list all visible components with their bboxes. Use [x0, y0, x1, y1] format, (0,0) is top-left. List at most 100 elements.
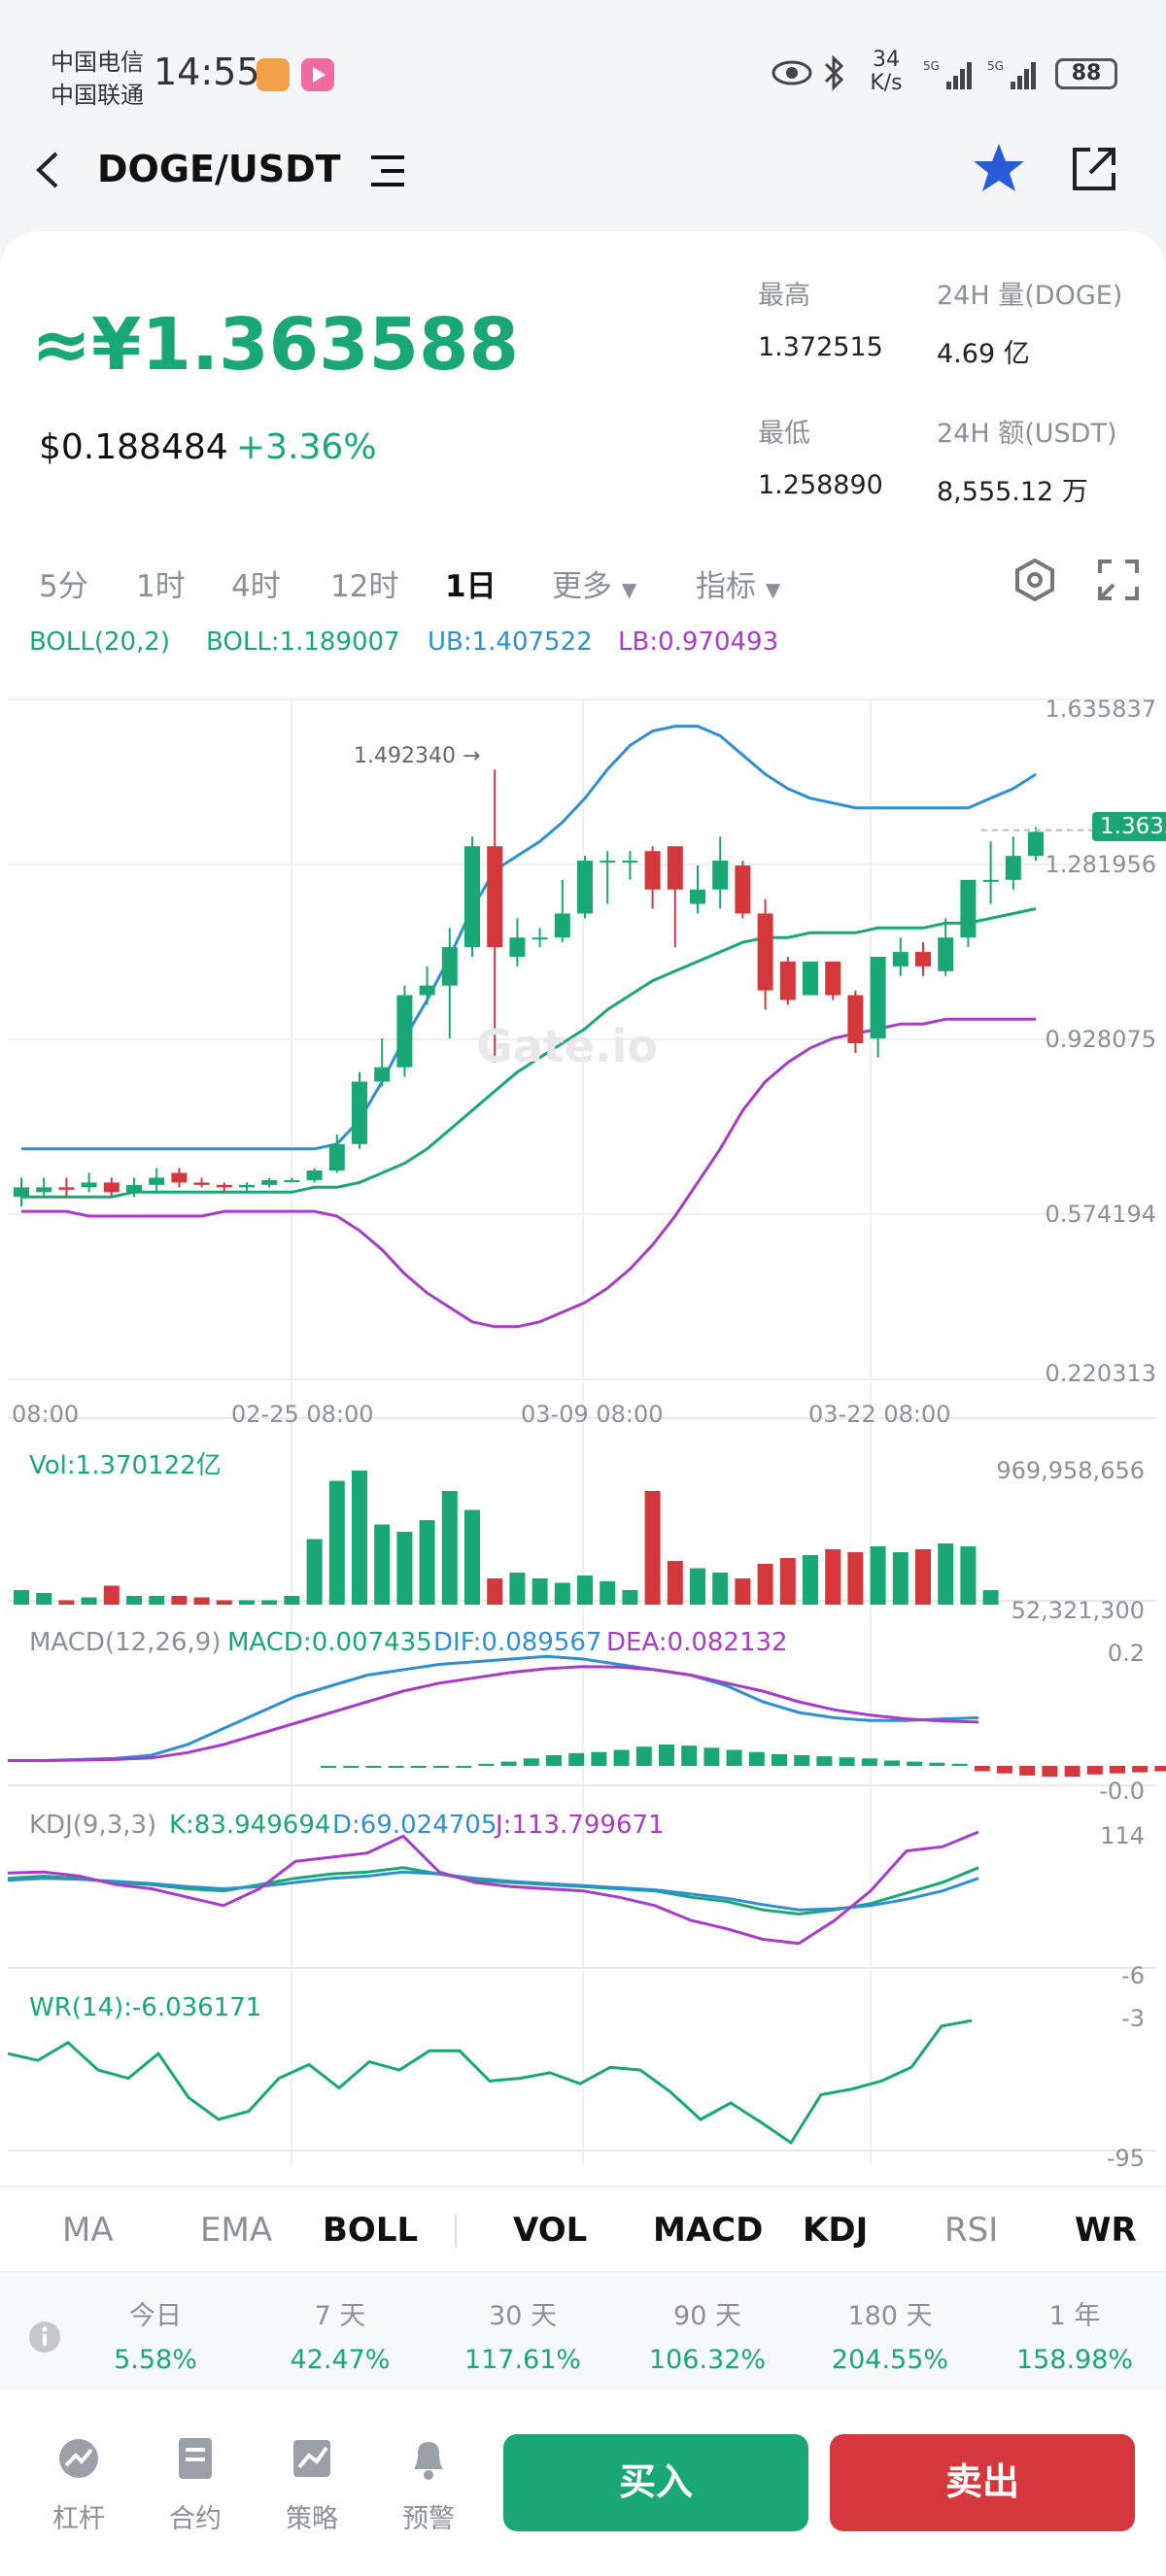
- candle: [847, 995, 864, 1043]
- candle: [803, 961, 818, 996]
- candle: [216, 1184, 232, 1188]
- macd-dea-line: [8, 1665, 979, 1762]
- performance-row: [0, 2273, 1166, 2390]
- vol-legend: Vol:1.370122亿: [29, 1451, 222, 1480]
- tab-rsi[interactable]: RSI: [944, 2211, 999, 2250]
- tab-more[interactable]: 更多 ▼: [552, 569, 637, 604]
- low-value: 1.258890: [758, 470, 883, 500]
- macd-bar: [321, 1766, 336, 1768]
- volume-bar: [892, 1552, 909, 1605]
- back-arrow-icon[interactable]: [29, 148, 68, 192]
- perf-label: 7 天: [314, 2301, 366, 2331]
- date-axis-label: 02-25 08:00: [231, 1401, 374, 1428]
- macd-bar: [1042, 1766, 1058, 1777]
- candle: [14, 1187, 29, 1198]
- boll-lower-line: [21, 1017, 1036, 1329]
- kdj-legend-j: J:113.799671: [496, 1811, 665, 1840]
- kdj-d-line: [7, 1870, 979, 1912]
- favorite-star-icon[interactable]: [972, 142, 1026, 196]
- boll-legend-mid: BOLL:1.189007: [206, 627, 400, 657]
- candle: [712, 861, 729, 890]
- kline-chart[interactable]: [0, 670, 1166, 2186]
- volume-bar: [193, 1597, 210, 1605]
- tab-5m[interactable]: 5分: [39, 569, 88, 604]
- volume-bar: [171, 1596, 188, 1605]
- candle: [735, 865, 751, 914]
- svg-text:5G: 5G: [923, 59, 940, 73]
- nav-contract[interactable]: 合约: [152, 2434, 239, 2535]
- macd-bar: [546, 1755, 562, 1766]
- price-axis-label: 1.635837: [1045, 695, 1156, 723]
- volume-bar: [509, 1573, 526, 1605]
- date-axis-label: 08:00: [12, 1401, 80, 1428]
- kdj-legend-name: KDJ(9,3,3): [29, 1811, 157, 1840]
- pair-menu-icon[interactable]: [369, 152, 408, 190]
- tab-ema[interactable]: EMA: [200, 2211, 273, 2250]
- nav-alert[interactable]: 预警: [385, 2434, 472, 2535]
- macd-bar: [1086, 1766, 1103, 1775]
- volume-bar: [735, 1578, 751, 1605]
- info-icon[interactable]: [27, 2320, 62, 2355]
- fullscreen-icon[interactable]: [1096, 558, 1141, 602]
- candle: [577, 861, 593, 914]
- divider: [0, 2186, 1166, 2187]
- eye-icon: [772, 60, 812, 85]
- net-speed: 34 K/s: [870, 48, 903, 95]
- signal-1-icon: 5G: [923, 59, 972, 89]
- candle: [464, 846, 480, 948]
- macd-bar: [974, 1766, 990, 1772]
- macd-bar: [1132, 1766, 1149, 1773]
- candle: [779, 961, 796, 1000]
- tab-1d[interactable]: 1日: [445, 569, 497, 604]
- share-icon[interactable]: [1069, 144, 1119, 194]
- buy-button[interactable]: 买入: [503, 2434, 808, 2531]
- candle: [825, 961, 841, 996]
- price-axis-label: 0.574194: [1045, 1201, 1156, 1228]
- macd-bar: [591, 1751, 607, 1766]
- tab-1h[interactable]: 1时: [136, 569, 186, 604]
- perf-value: 5.58%: [114, 2345, 197, 2375]
- kdj-legend-k: K:83.949694: [169, 1811, 331, 1840]
- tab-vol[interactable]: VOL: [513, 2211, 588, 2250]
- settings-hexagon-icon[interactable]: [1012, 558, 1057, 602]
- divider: [455, 2215, 457, 2248]
- volume-label: 24H 量(DOGE): [937, 281, 1123, 311]
- macd-axis-label: 0.2: [1107, 1640, 1145, 1667]
- candle: [667, 846, 683, 890]
- volume-bar: [757, 1564, 773, 1605]
- candle: [982, 879, 999, 882]
- candle: [1028, 831, 1044, 857]
- kdj-legend-d: D:69.024705: [332, 1811, 497, 1840]
- price-axis-label: 1.281956: [1045, 851, 1156, 878]
- kdj-axis-label: -6: [1121, 1962, 1145, 1989]
- candle: [126, 1184, 142, 1193]
- tab-indicators[interactable]: 指标 ▼: [696, 569, 781, 604]
- macd-bar: [568, 1752, 585, 1766]
- nav-strategy[interactable]: 策略: [268, 2434, 356, 2535]
- volume-bar: [441, 1491, 458, 1605]
- vol-axis-label: 52,321,300: [1011, 1597, 1145, 1624]
- tab-macd[interactable]: MACD: [653, 2211, 764, 2250]
- macd-bar: [410, 1766, 427, 1768]
- sell-button[interactable]: 卖出: [830, 2434, 1135, 2531]
- candle: [328, 1143, 345, 1171]
- volume-bar: [938, 1543, 954, 1605]
- high-label: 最高: [758, 281, 810, 311]
- macd-bar: [997, 1766, 1012, 1774]
- tab-ma[interactable]: MA: [62, 2211, 114, 2250]
- volume-bar: [847, 1552, 864, 1605]
- page-title[interactable]: DOGE/USDT: [97, 148, 341, 190]
- volume-bar: [960, 1546, 977, 1605]
- candle: [532, 937, 548, 940]
- tab-4h[interactable]: 4时: [231, 569, 281, 604]
- candle: [509, 937, 526, 957]
- nav-leverage[interactable]: 杠杆: [35, 2434, 122, 2535]
- tab-kdj[interactable]: KDJ: [803, 2211, 869, 2250]
- tab-12h[interactable]: 12时: [330, 569, 399, 604]
- macd-bar: [1154, 1766, 1166, 1772]
- tab-boll[interactable]: BOLL: [323, 2211, 419, 2250]
- candle: [306, 1170, 323, 1180]
- wr-legend: WR(14):-6.036171: [29, 1993, 262, 2022]
- tab-wr[interactable]: WR: [1075, 2211, 1137, 2250]
- perf-label: 90 天: [673, 2301, 741, 2331]
